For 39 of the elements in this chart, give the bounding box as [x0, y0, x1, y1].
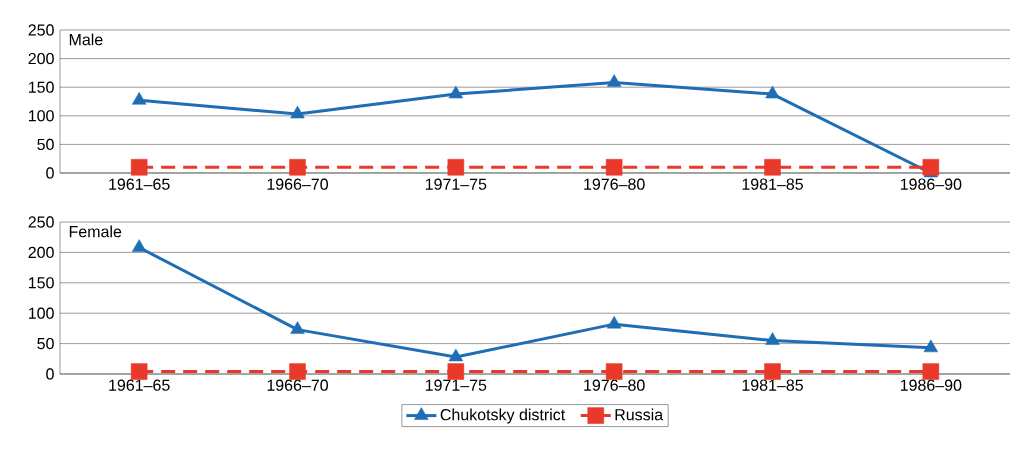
point — [447, 159, 465, 176]
x-tick-label: 1961–65 — [109, 379, 170, 391]
y-tick-label: 0 — [46, 167, 54, 179]
x-tick-label: 1981–85 — [742, 178, 803, 190]
x-tick-label: 1971–75 — [425, 178, 487, 190]
point — [765, 85, 780, 99]
point — [130, 159, 148, 176]
point — [764, 159, 781, 176]
y-tick-label: 100 — [29, 307, 54, 319]
y-tick-label: 250 — [28, 216, 54, 228]
chart-title: Female — [69, 225, 122, 238]
point — [289, 159, 306, 176]
y-tick-label: 100 — [29, 110, 54, 122]
point — [290, 105, 305, 119]
legend-label: Chukotsky district — [440, 408, 566, 424]
y-tick-label: 0 — [46, 368, 54, 380]
legend-label: Russia — [615, 408, 664, 421]
chart-title: Male — [69, 33, 103, 46]
y-tick-label: 200 — [28, 52, 54, 65]
x-tick-label: 1986–90 — [900, 178, 962, 190]
y-tick-label: 50 — [37, 337, 54, 350]
point — [131, 92, 147, 105]
x-tick-label: 1976–80 — [584, 178, 645, 190]
y-tick-label: 200 — [28, 246, 54, 259]
x-tick-label: 1966–70 — [267, 178, 328, 190]
x-tick-label: 1961–65 — [109, 178, 170, 190]
x-tick-label: 1981–85 — [742, 379, 803, 391]
point — [448, 85, 464, 99]
y-tick-label: 250 — [28, 24, 54, 36]
x-tick-label: 1966–70 — [267, 379, 328, 391]
y-tick-label: 50 — [37, 138, 54, 151]
point — [922, 159, 940, 176]
x-tick-label: 1976–80 — [584, 379, 645, 391]
y-tick-label: 150 — [29, 81, 54, 93]
x-tick-label: 1971–75 — [425, 379, 487, 391]
x-tick-label: 1986–90 — [900, 379, 962, 391]
point — [607, 74, 622, 87]
point — [605, 159, 623, 176]
y-tick-label: 150 — [29, 277, 54, 289]
